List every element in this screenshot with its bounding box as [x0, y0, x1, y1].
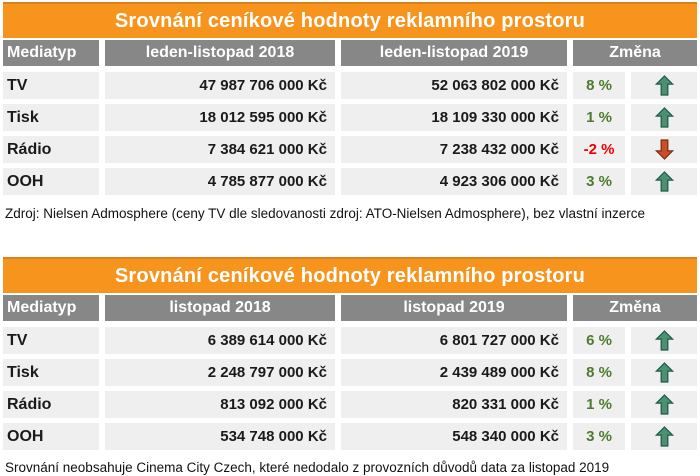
- table-grid: Mediatyp listopad 2018 listopad 2019 Změ…: [3, 295, 697, 450]
- footnote: Srovnání neobsahuje Cinema City Czech, k…: [5, 460, 610, 475]
- change-percent-cell: 3 %: [573, 168, 625, 195]
- value-2019-cell: 820 331 000 Kč: [341, 391, 567, 418]
- change-percent-cell: 6 %: [573, 327, 625, 354]
- column-header-change: Změna: [573, 295, 697, 321]
- column-header-mediatype: Mediatyp: [3, 295, 99, 321]
- trend-arrow-cell: [631, 359, 697, 386]
- up-arrow-icon: [654, 107, 674, 128]
- mediatype-cell: Tisk: [3, 104, 99, 131]
- column-header-period-2018: listopad 2018: [105, 295, 335, 321]
- value-2018-cell: 47 987 706 000 Kč: [105, 72, 335, 99]
- trend-arrow-cell: [631, 327, 697, 354]
- value-2018-cell: 2 248 797 000 Kč: [105, 359, 335, 386]
- column-header-period-2019: listopad 2019: [341, 295, 567, 321]
- trend-arrow-cell: [631, 72, 697, 99]
- up-arrow-icon: [654, 426, 674, 447]
- change-percent-cell: 8 %: [573, 359, 625, 386]
- change-percent-cell: 3 %: [573, 423, 625, 450]
- value-2019-cell: 2 439 489 000 Kč: [341, 359, 567, 386]
- value-2018-cell: 18 012 595 000 Kč: [105, 104, 335, 131]
- up-arrow-icon: [654, 171, 674, 192]
- column-header-change: Změna: [573, 40, 697, 66]
- trend-arrow-cell: [631, 136, 697, 163]
- value-2019-cell: 7 238 432 000 Kč: [341, 136, 567, 163]
- table-title: Srovnání ceníkové hodnoty reklamního pro…: [3, 257, 697, 293]
- value-2018-cell: 813 092 000 Kč: [105, 391, 335, 418]
- mediatype-cell: TV: [3, 327, 99, 354]
- column-header-mediatype: Mediatyp: [3, 40, 99, 66]
- change-percent-cell: 1 %: [573, 391, 625, 418]
- value-2019-cell: 52 063 802 000 Kč: [341, 72, 567, 99]
- table-title: Srovnání ceníkové hodnoty reklamního pro…: [3, 2, 697, 38]
- change-percent-cell: 8 %: [573, 72, 625, 99]
- value-2019-cell: 6 801 727 000 Kč: [341, 327, 567, 354]
- trend-arrow-cell: [631, 391, 697, 418]
- table-grid: Mediatyp leden-listopad 2018 leden-listo…: [3, 40, 697, 195]
- trend-arrow-cell: [631, 104, 697, 131]
- value-2018-cell: 4 785 877 000 Kč: [105, 168, 335, 195]
- column-header-period-2018: leden-listopad 2018: [105, 40, 335, 66]
- down-arrow-icon: [654, 139, 674, 160]
- table-year-to-date: Srovnání ceníkové hodnoty reklamního pro…: [3, 2, 697, 195]
- source-note: Zdroj: Nielsen Admosphere (ceny TV dle s…: [5, 206, 646, 221]
- trend-arrow-cell: [631, 168, 697, 195]
- value-2018-cell: 534 748 000 Kč: [105, 423, 335, 450]
- up-arrow-icon: [654, 362, 674, 383]
- table-november: Srovnání ceníkové hodnoty reklamního pro…: [3, 257, 697, 450]
- change-percent-cell: 1 %: [573, 104, 625, 131]
- value-2019-cell: 4 923 306 000 Kč: [341, 168, 567, 195]
- up-arrow-icon: [654, 75, 674, 96]
- mediatype-cell: Rádio: [3, 391, 99, 418]
- value-2019-cell: 18 109 330 000 Kč: [341, 104, 567, 131]
- mediatype-cell: OOH: [3, 168, 99, 195]
- trend-arrow-cell: [631, 423, 697, 450]
- column-header-period-2019: leden-listopad 2019: [341, 40, 567, 66]
- change-percent-cell: -2 %: [573, 136, 625, 163]
- mediatype-cell: Tisk: [3, 359, 99, 386]
- up-arrow-icon: [654, 394, 674, 415]
- mediatype-cell: OOH: [3, 423, 99, 450]
- value-2019-cell: 548 340 000 Kč: [341, 423, 567, 450]
- mediatype-cell: TV: [3, 72, 99, 99]
- mediatype-cell: Rádio: [3, 136, 99, 163]
- value-2018-cell: 6 389 614 000 Kč: [105, 327, 335, 354]
- up-arrow-icon: [654, 330, 674, 351]
- value-2018-cell: 7 384 621 000 Kč: [105, 136, 335, 163]
